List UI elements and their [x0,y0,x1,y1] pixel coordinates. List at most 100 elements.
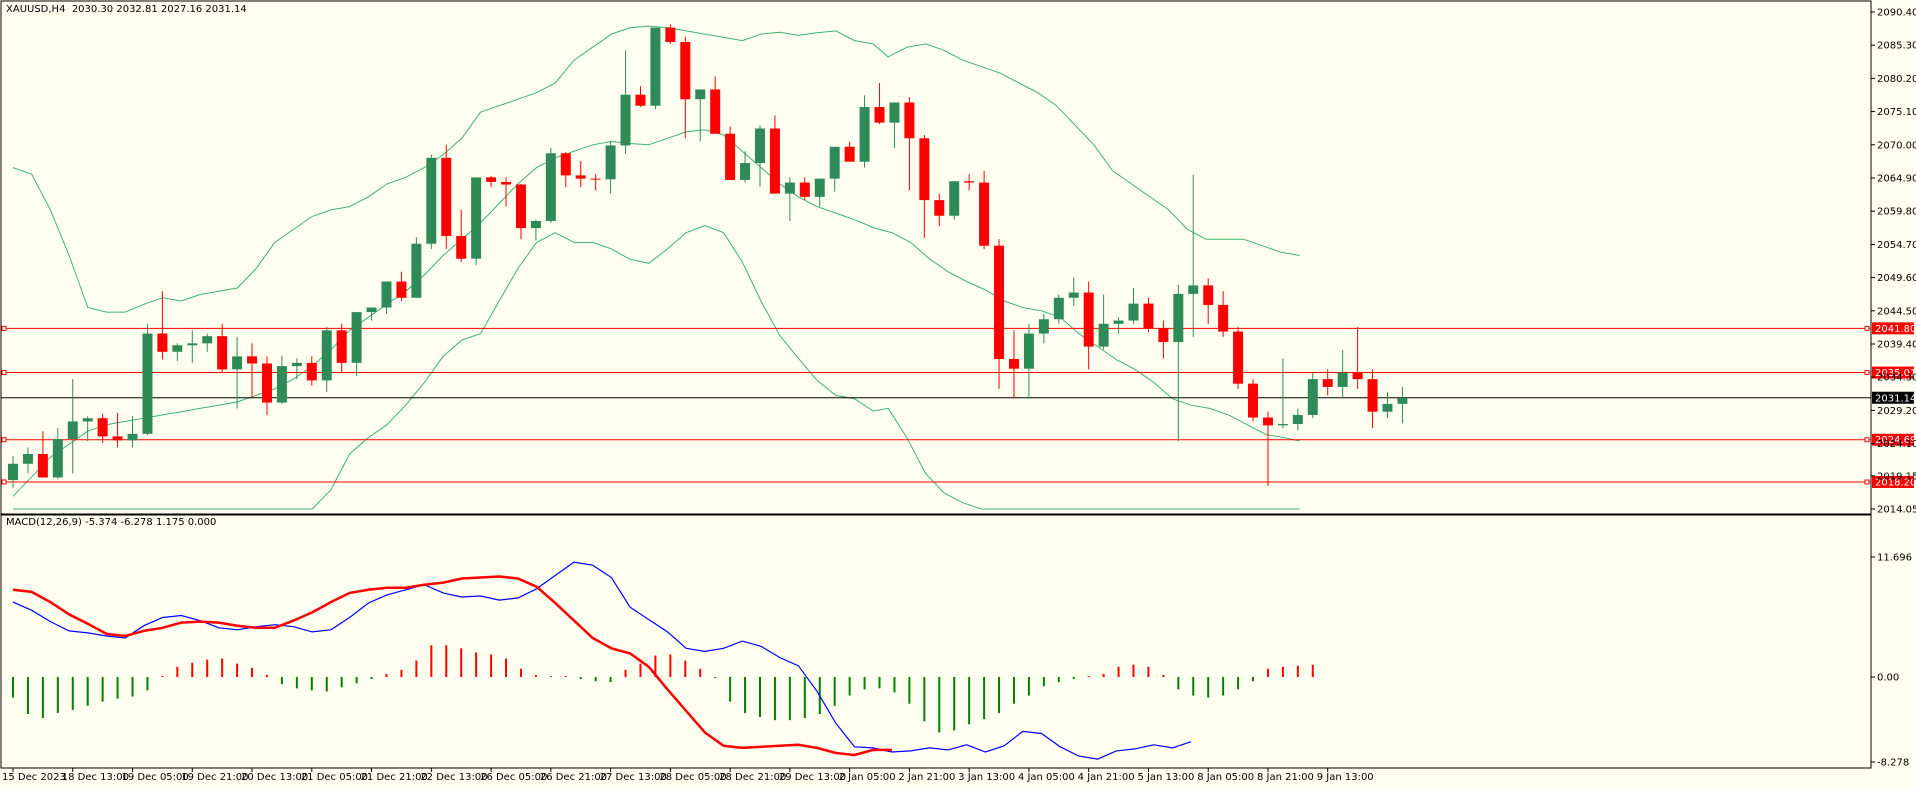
bull-candle[interactable] [1068,292,1079,298]
bear-candle[interactable] [441,157,452,236]
bull-candle[interactable] [127,433,138,441]
bull-candle[interactable] [172,345,183,352]
bear-candle[interactable] [515,184,526,229]
bull-candle[interactable] [784,182,795,194]
bear-candle[interactable] [1233,331,1244,384]
level-anchor-left[interactable] [1,437,7,443]
bear-candle[interactable] [486,177,497,182]
bull-candle[interactable] [755,128,765,164]
bear-candle[interactable] [306,362,317,381]
bull-candle[interactable] [1113,320,1124,324]
bear-candle[interactable] [501,181,512,185]
bull-candle[interactable] [52,439,63,478]
bear-candle[interactable] [97,418,108,437]
bull-candle[interactable] [530,220,541,229]
bear-candle[interactable] [1218,304,1229,332]
bull-candle[interactable] [8,463,18,481]
bear-candle[interactable] [1143,303,1154,329]
bull-candle[interactable] [859,107,870,162]
bull-candle[interactable] [740,163,751,180]
bear-candle[interactable] [1262,417,1273,426]
bull-candle[interactable] [1307,379,1318,415]
bull-candle[interactable] [471,177,482,259]
bear-candle[interactable] [336,330,347,363]
bull-candle[interactable] [187,343,198,346]
bear-candle[interactable] [261,363,272,403]
bull-candle[interactable] [276,366,287,403]
bear-candle[interactable] [157,333,168,352]
bear-candle[interactable] [396,281,407,298]
bear-candle[interactable] [37,453,48,478]
bull-candle[interactable] [321,330,332,381]
bear-candle[interactable] [456,235,467,259]
bull-candle[interactable] [1053,297,1064,320]
bear-candle[interactable] [1367,379,1378,412]
bear-candle[interactable] [1158,328,1169,343]
bear-candle[interactable] [1248,383,1259,418]
level-anchor-left[interactable] [1,479,7,485]
level-anchor-left[interactable] [1,325,7,331]
bear-candle[interactable] [1203,285,1214,305]
bear-candle[interactable] [665,27,676,42]
bear-candle[interactable] [934,200,945,216]
bear-candle[interactable] [994,245,1005,359]
bull-candle[interactable] [1188,285,1199,294]
bear-candle[interactable] [904,102,915,139]
bull-candle[interactable] [1277,424,1288,426]
bull-candle[interactable] [1098,323,1109,347]
bull-candle[interactable] [605,145,616,180]
bull-candle[interactable] [1023,333,1034,369]
bull-candle[interactable] [351,312,362,363]
bull-candle[interactable] [22,453,33,464]
bear-candle[interactable] [1322,379,1333,387]
bull-candle[interactable] [82,418,93,422]
bull-candle[interactable] [1397,398,1408,404]
bear-candle[interactable] [560,153,571,176]
bear-candle[interactable] [1008,358,1019,369]
level-anchor-right[interactable] [1864,437,1870,443]
bear-candle[interactable] [979,182,990,246]
bear-candle[interactable] [680,41,691,100]
level-anchor-left[interactable] [1,370,7,376]
bull-candle[interactable] [1038,319,1049,334]
bull-candle[interactable] [366,307,377,313]
bull-candle[interactable] [291,362,302,367]
bull-candle[interactable] [650,27,661,106]
bull-candle[interactable] [1382,403,1393,412]
bear-candle[interactable] [844,146,855,162]
bear-candle[interactable] [635,94,646,106]
bull-candle[interactable] [426,157,437,244]
bear-candle[interactable] [575,175,586,179]
bull-candle[interactable] [411,243,422,298]
bull-candle[interactable] [889,102,900,123]
bull-candle[interactable] [67,421,78,440]
bull-candle[interactable] [545,153,556,221]
bear-candle[interactable] [769,128,780,194]
bear-candle[interactable] [247,356,258,364]
bull-candle[interactable] [142,333,153,434]
bear-candle[interactable] [217,336,228,370]
bull-candle[interactable] [1128,303,1139,321]
bear-candle[interactable] [799,182,810,197]
bull-candle[interactable] [829,146,840,179]
bull-candle[interactable] [620,94,631,146]
level-anchor-right[interactable] [1864,325,1870,331]
bear-candle[interactable] [1352,372,1363,380]
bear-candle[interactable] [964,181,975,183]
bull-candle[interactable] [949,181,960,216]
bear-candle[interactable] [112,436,123,441]
bull-candle[interactable] [1292,414,1303,425]
bear-candle[interactable] [710,89,721,134]
bear-candle[interactable] [874,107,885,123]
level-anchor-right[interactable] [1864,479,1870,485]
bull-candle[interactable] [814,178,825,197]
bull-candle[interactable] [232,356,243,370]
level-anchor-right[interactable] [1864,370,1870,376]
bear-candle[interactable] [919,138,930,201]
bear-candle[interactable] [725,133,736,180]
bull-candle[interactable] [695,89,706,100]
bull-candle[interactable] [1337,372,1348,387]
bear-candle[interactable] [1083,292,1094,347]
bull-candle[interactable] [202,336,213,344]
